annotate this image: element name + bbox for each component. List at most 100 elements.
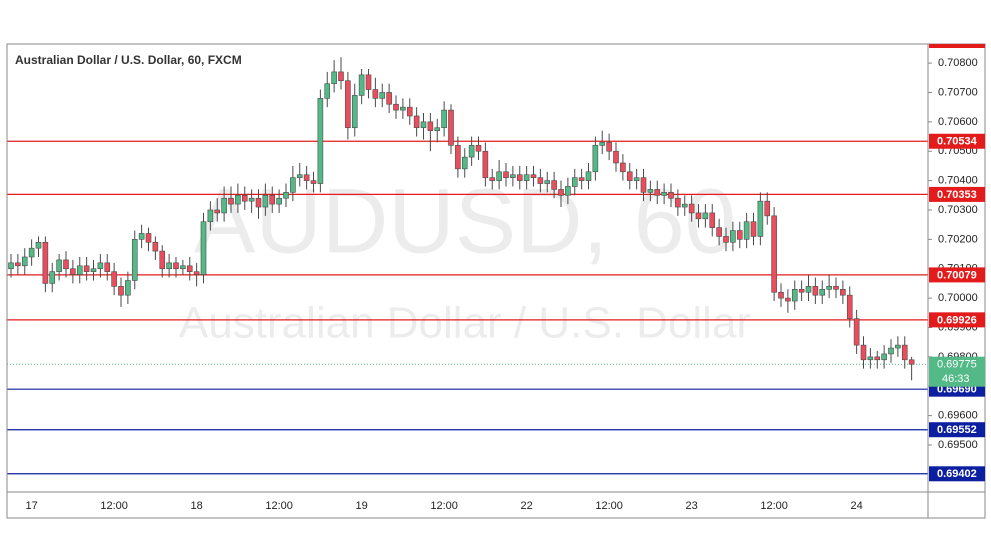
candle-body: [496, 171, 502, 181]
x-tick-label: 12:00: [760, 500, 788, 512]
candle-body: [379, 92, 386, 99]
candle-body: [406, 106, 413, 117]
watermark-description: Australian Dollar / U.S. Dollar: [179, 299, 751, 348]
candle-body: [97, 262, 104, 270]
candle-body: [805, 286, 812, 293]
candle-body: [489, 177, 496, 181]
candle-body: [76, 265, 83, 275]
candle-body: [798, 288, 805, 293]
candle-body: [42, 241, 49, 284]
candle-body: [606, 142, 612, 152]
candle-body: [166, 262, 172, 270]
level-label: 0.70534: [937, 136, 978, 148]
candle-body: [867, 356, 874, 361]
candle-body: [90, 268, 97, 272]
candle-body: [771, 215, 777, 293]
candle-body: [626, 171, 633, 181]
x-tick-label: 12:00: [265, 500, 293, 512]
candle-body: [585, 171, 592, 181]
candle-body: [723, 236, 729, 243]
candle-body: [764, 200, 771, 217]
candle-body: [283, 192, 289, 199]
candle-body: [28, 247, 35, 258]
candle-body: [888, 347, 894, 355]
candle-body: [599, 142, 606, 146]
candle-body: [228, 197, 234, 205]
candle-body: [544, 180, 551, 184]
candle-body: [35, 241, 42, 249]
candle-body: [695, 212, 702, 220]
candle-body: [241, 194, 248, 202]
candle-body: [736, 230, 743, 240]
candle-body: [468, 145, 475, 158]
x-tick-label: 19: [356, 500, 368, 512]
candle-body: [338, 71, 344, 82]
candle-body: [702, 212, 709, 220]
candle-body: [688, 203, 695, 214]
candle-body: [908, 359, 915, 365]
candle-body: [523, 174, 530, 181]
candle-body: [138, 233, 145, 240]
candle-body: [503, 171, 509, 178]
candle-body: [310, 180, 317, 184]
candle-body: [874, 356, 881, 361]
candle-body: [180, 265, 186, 270]
candle-body: [654, 189, 661, 196]
candle-body: [221, 197, 227, 214]
candle-body: [819, 288, 826, 296]
candle-body: [351, 95, 358, 129]
candle-body: [833, 286, 839, 290]
candle-body: [235, 194, 241, 205]
level-label-box: [929, 312, 985, 328]
level-label-box: [929, 422, 985, 438]
candle-body: [372, 89, 379, 99]
candle-body: [118, 286, 124, 296]
candle-body: [530, 174, 537, 178]
last-price-box: [929, 356, 985, 387]
candle-body: [386, 92, 392, 105]
candle-body: [131, 239, 138, 281]
candle-body: [63, 259, 69, 270]
y-tick-label: 0.69500: [938, 439, 978, 451]
candle-body: [331, 71, 337, 84]
candle-body: [578, 177, 585, 181]
level-label: 0.70079: [937, 269, 977, 281]
candle-body: [860, 344, 867, 361]
candle-body: [785, 297, 791, 302]
y-tick-label: 0.70000: [938, 292, 978, 304]
candle-body: [255, 197, 262, 208]
candle-body: [186, 265, 193, 272]
x-tick-label: 18: [191, 500, 203, 512]
x-tick-label: 12:00: [595, 500, 623, 512]
candle-body: [290, 177, 296, 193]
candle-body: [571, 177, 578, 187]
candle-body: [56, 259, 62, 272]
candle-body: [15, 262, 21, 267]
y-tick-label: 0.70700: [938, 86, 978, 98]
candle-body: [730, 230, 736, 243]
candle-body: [434, 127, 441, 131]
x-tick-label: 23: [686, 500, 698, 512]
level-label-box: [929, 466, 985, 482]
candle-body: [482, 150, 489, 178]
level-label-box: [929, 267, 985, 283]
candle-body: [393, 103, 399, 111]
candle-body: [620, 162, 626, 173]
candle-body: [413, 115, 420, 129]
candle-body: [420, 121, 427, 129]
level-label: 0.70353: [937, 189, 977, 201]
watermark-symbol: AUDUSD, 60: [194, 170, 736, 272]
candle-body: [709, 212, 716, 228]
candle-body: [296, 174, 303, 178]
candle-body: [193, 271, 200, 275]
candle-body: [551, 180, 557, 190]
candle-body: [455, 145, 461, 170]
candle-body: [778, 291, 784, 299]
candle-body: [592, 145, 599, 173]
x-tick-label: 12:00: [430, 500, 458, 512]
candle-body: [173, 262, 179, 270]
candle-body: [276, 197, 282, 205]
candle-body: [881, 353, 887, 361]
